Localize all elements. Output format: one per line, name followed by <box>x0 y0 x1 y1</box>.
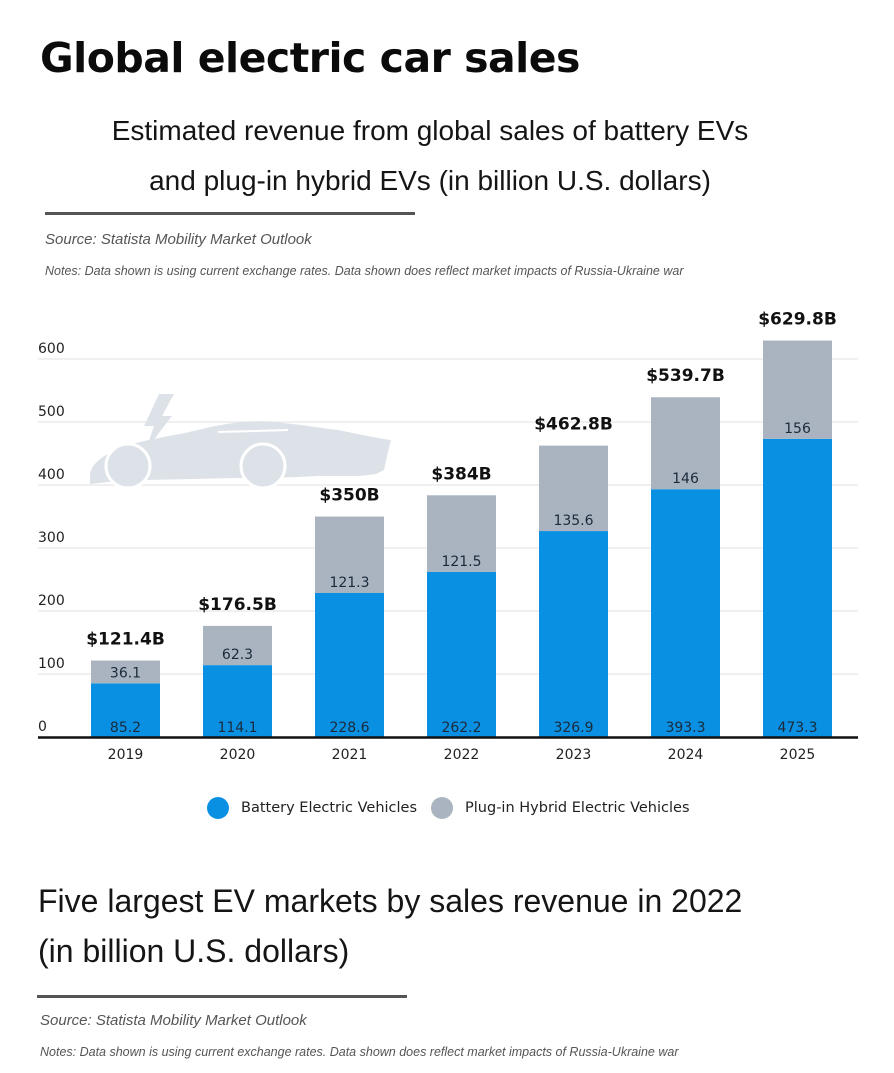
y-tick-label: 600 <box>38 341 65 357</box>
bar-bev-2021 <box>315 592 384 737</box>
notes-text: Notes: Data shown is using current excha… <box>45 264 684 278</box>
car-window-line <box>217 429 289 433</box>
bar-phev-2021 <box>315 516 384 593</box>
bev-value-label: 473.3 <box>777 720 817 736</box>
phev-value-label: 135.6 <box>553 513 593 529</box>
bar-phev-2020 <box>203 625 272 666</box>
bev-value-label: 228.6 <box>329 720 369 736</box>
x-tick-label: 2019 <box>108 747 144 763</box>
total-value-label: $539.7B <box>646 366 725 386</box>
y-tick-label: 100 <box>38 656 65 672</box>
legend-label-bev: Battery Electric Vehicles <box>241 800 418 816</box>
bar-bev-2022 <box>427 571 496 737</box>
car-wheel-front <box>104 442 152 490</box>
phev-value-label: 62.3 <box>222 647 253 663</box>
bar-bev-2024 <box>651 489 720 737</box>
y-tick-label: 300 <box>38 530 65 546</box>
electric-car-icon <box>90 394 391 490</box>
phev-value-label: 156 <box>784 421 811 437</box>
phev-value-label: 121.3 <box>329 575 369 591</box>
bar-bev-2020 <box>203 665 272 737</box>
section2-source-text: Source: Statista Mobility Market Outlook <box>40 1012 307 1029</box>
bev-value-label: 85.2 <box>110 720 141 736</box>
y-tick-label: 500 <box>38 404 65 420</box>
y-tick-label: 400 <box>38 467 65 483</box>
total-value-label: $121.4B <box>86 630 165 650</box>
total-value-label: $384B <box>431 464 491 484</box>
x-tick-label: 2025 <box>780 747 816 763</box>
section2-notes-text: Notes: Data shown is using current excha… <box>40 1045 679 1059</box>
bar-bev-2025 <box>763 438 832 737</box>
bar-phev-2025 <box>763 340 832 439</box>
bar-phev-2022 <box>427 495 496 572</box>
legend-swatch-bev <box>207 797 229 819</box>
phev-value-label: 121.5 <box>441 554 481 570</box>
x-tick-label: 2020 <box>220 747 256 763</box>
total-value-label: $629.8B <box>758 310 837 330</box>
x-tick-label: 2022 <box>444 747 480 763</box>
bev-value-label: 393.3 <box>665 720 705 736</box>
phev-value-label: 146 <box>672 471 699 487</box>
legend-label-phev: Plug-in Hybrid Electric Vehicles <box>465 800 690 816</box>
source-text: Source: Statista Mobility Market Outlook <box>45 231 312 248</box>
bev-value-label: 114.1 <box>217 720 257 736</box>
chart-legend: Battery Electric Vehicles Plug-in Hybrid… <box>207 797 704 819</box>
title-divider <box>45 212 415 215</box>
total-value-label: $462.8B <box>534 415 613 435</box>
bar-bev-2023 <box>539 531 608 737</box>
bar-phev-2024 <box>651 397 720 490</box>
section2-title-line1: Five largest EV markets by sales revenue… <box>38 883 743 919</box>
section2-divider <box>37 995 407 998</box>
x-tick-label: 2021 <box>332 747 368 763</box>
section2-title-line2: (in billion U.S. dollars) <box>38 933 350 969</box>
total-value-label: $350B <box>319 486 379 506</box>
y-tick-label: 0 <box>38 719 47 735</box>
chart-subtitle-line1: Estimated revenue from global sales of b… <box>111 115 749 146</box>
x-tick-label: 2024 <box>668 747 704 763</box>
chart-subtitle-line2: and plug-in hybrid EVs (in billion U.S. … <box>149 165 711 196</box>
page-title: Global electric car sales <box>40 34 580 82</box>
total-value-label: $176.5B <box>198 595 277 615</box>
bar-bev-2019 <box>91 683 160 737</box>
bar-phev-2019 <box>91 660 160 684</box>
car-wheel-rear <box>239 442 287 490</box>
bev-value-label: 326.9 <box>553 720 593 736</box>
car-body-shape <box>90 421 391 484</box>
y-tick-label: 200 <box>38 593 65 609</box>
legend-item-phev: Plug-in Hybrid Electric Vehicles <box>431 797 690 819</box>
lightning-bolt-icon <box>144 394 174 450</box>
legend-item-bev: Battery Electric Vehicles <box>207 797 417 819</box>
legend-swatch-phev <box>431 797 454 819</box>
bar-phev-2023 <box>539 445 608 532</box>
bev-value-label: 262.2 <box>441 720 481 736</box>
phev-value-label: 36.1 <box>110 665 141 681</box>
x-tick-label: 2023 <box>556 747 592 763</box>
